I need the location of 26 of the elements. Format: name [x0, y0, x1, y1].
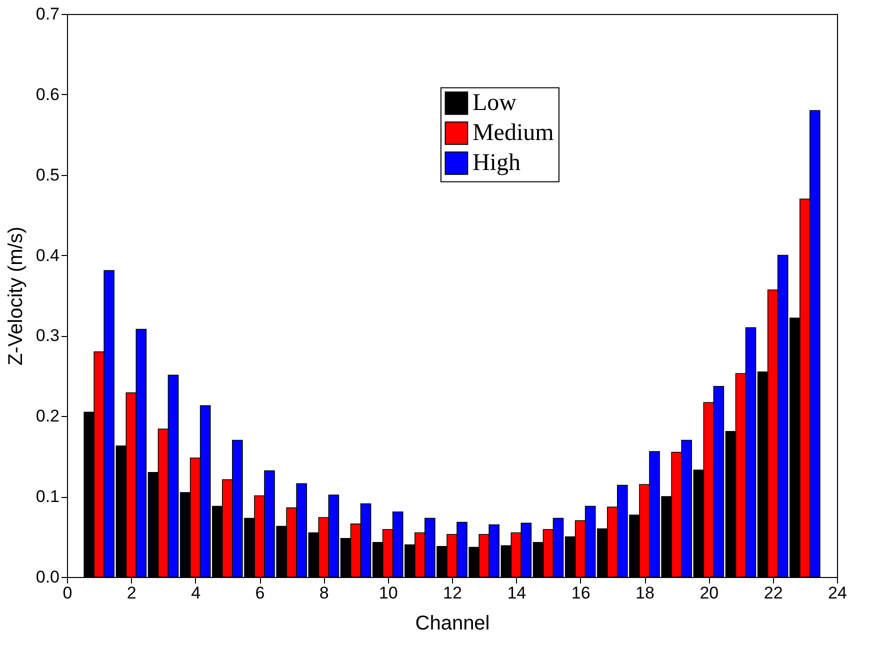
y-tick-label: 0.7 [36, 4, 60, 24]
x-tick-label: 0 [62, 584, 72, 602]
x-tick-label: 10 [378, 584, 398, 602]
y-tick-label: 0.3 [36, 326, 60, 346]
legend-label: Medium [472, 120, 554, 146]
x-tick-label: 22 [764, 584, 783, 602]
legend-label: High [472, 150, 520, 176]
x-tick-label: 4 [191, 584, 201, 602]
y-tick-label: 0.6 [36, 84, 60, 104]
x-tick-label: 14 [507, 584, 526, 602]
x-tick-label: 18 [636, 584, 654, 602]
y-tick-label: 0.1 [36, 487, 60, 506]
x-tick-label: 12 [443, 584, 462, 602]
x-tick-label: 20 [700, 584, 719, 602]
x-tick-label: 8 [319, 584, 329, 602]
x-axis-title: Channel [415, 612, 490, 634]
y-tick-label: 0.4 [36, 246, 60, 265]
legend-label: Low [472, 90, 518, 116]
x-tick-label: 6 [255, 584, 265, 602]
y-axis-title: Z-Velocity (m/s) [4, 226, 27, 366]
y-tick-label: 0.2 [36, 406, 60, 426]
y-tick-label: 0.5 [36, 165, 60, 184]
x-tick-label: 16 [571, 584, 590, 602]
x-tick-label: 24 [828, 584, 847, 602]
y-tick-label: 0.0 [36, 568, 60, 586]
x-tick-label: 2 [126, 584, 136, 602]
